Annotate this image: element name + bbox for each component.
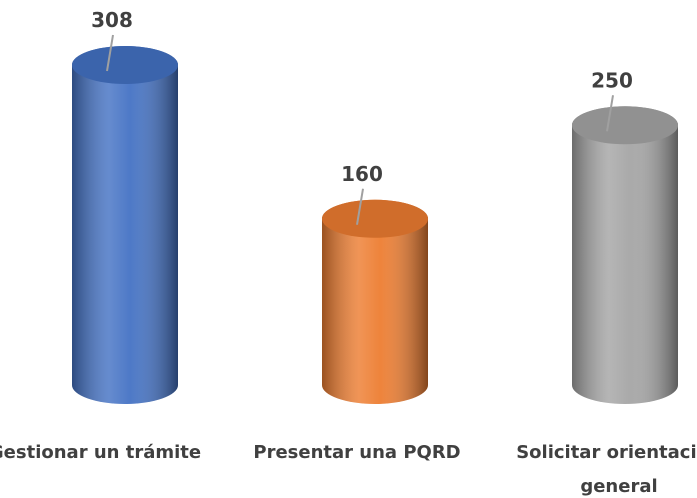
bar-top xyxy=(572,106,678,145)
category-label: Presentar una PQRD xyxy=(253,442,461,463)
leader-line xyxy=(106,34,114,72)
category-label: Solicitar orientación general xyxy=(516,442,697,497)
bar-shade xyxy=(72,46,178,404)
bar-shade xyxy=(322,199,428,404)
bar-shade xyxy=(572,106,678,405)
leader-line xyxy=(606,95,614,132)
leader-line xyxy=(356,188,364,225)
value-label: 160 xyxy=(341,162,383,186)
value-label: 308 xyxy=(91,8,133,32)
category-label: Gestionar un trámite xyxy=(0,442,202,463)
bar-top-shade xyxy=(572,106,678,145)
bar-top xyxy=(322,199,428,238)
plot: 308 160 250 xyxy=(72,8,678,405)
bar-top-shade xyxy=(72,46,178,84)
value-label: 250 xyxy=(591,68,633,92)
bar-top xyxy=(72,46,178,84)
bar-top-shade xyxy=(322,199,428,238)
